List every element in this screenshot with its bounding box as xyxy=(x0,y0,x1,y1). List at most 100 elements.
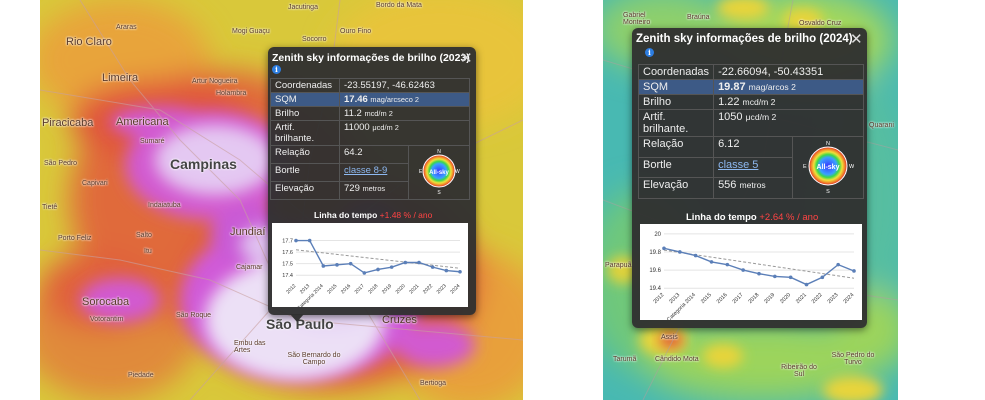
elev-label: Elevação xyxy=(637,177,715,199)
allsky-n: N xyxy=(437,149,441,155)
place-label: Quarani xyxy=(869,122,894,129)
place-label: Socorro xyxy=(302,36,327,43)
info-icon[interactable]: i xyxy=(645,48,654,57)
data-point xyxy=(403,260,408,265)
data-point xyxy=(389,265,394,269)
popup-title: Zenith sky informações de brilho (2023) xyxy=(272,52,470,64)
relacao-label: Relação xyxy=(270,145,340,164)
place-label: Ouro Fino xyxy=(340,28,372,35)
place-label: Mogi Guaçu xyxy=(232,28,270,35)
place-label: Cândido Mota xyxy=(655,356,699,363)
place-label: Porto Feliz xyxy=(58,235,92,242)
series-line xyxy=(663,247,855,286)
place-label: São Paulo xyxy=(266,316,334,332)
timeline-chart: 17.4 17.5 17.6 17.7 2012 2013 Categoria 2014 20… xyxy=(272,223,468,312)
sqm-value: 19.87 xyxy=(718,81,746,93)
brightness-popup-2024: Zenith sky informações de brilho (2024) … xyxy=(632,28,867,328)
data-point xyxy=(307,238,312,243)
relacao-value: 64.2 xyxy=(339,145,409,164)
close-icon[interactable]: ✕ xyxy=(460,50,473,67)
allsky-label: All-sky xyxy=(817,164,840,171)
place-label: Braúna xyxy=(687,14,710,21)
allsky-icon[interactable]: All-sky N S E W xyxy=(418,147,460,196)
place-label: Parapuã xyxy=(605,262,632,269)
place-label: Embu das Artes xyxy=(234,340,266,354)
place-label: Tietê xyxy=(42,204,58,211)
allsky-s: S xyxy=(826,189,830,194)
timeline-title-text: Linha do tempo xyxy=(686,212,757,223)
data-point xyxy=(852,269,856,273)
brightness-popup-2023: Zenith sky informações de brilho (2023) … xyxy=(268,47,476,315)
y-tick-label: 19.8 xyxy=(649,250,661,256)
allsky-e: E xyxy=(419,169,423,175)
y-tick-label: 20 xyxy=(654,232,661,238)
x-tick-label: 2016 xyxy=(340,283,352,295)
coords-label: Coordenadas xyxy=(637,64,715,80)
data-point xyxy=(741,268,745,272)
x-tick-label: 2020 xyxy=(395,283,407,295)
elev-value: 556 xyxy=(718,179,737,192)
data-point xyxy=(430,265,435,269)
allsky-icon[interactable]: All-sky N S E W xyxy=(802,138,855,195)
relacao-value: 6.12 xyxy=(713,136,793,158)
place-label: Votorantim xyxy=(90,316,124,323)
place-label: Holambra xyxy=(216,90,247,97)
sqm-label: SQM xyxy=(637,79,715,95)
place-label: Jacutinga xyxy=(288,4,318,11)
brilho-value: 11.2 xyxy=(344,108,362,119)
timeline-chart: 19.4 19.6 19.8 20 2012 2013 Categoria 2014 2015… xyxy=(640,224,862,323)
allsky-cell[interactable]: All-sky N S E W xyxy=(792,136,864,199)
artif-unit: μcd/m 2 xyxy=(745,112,777,122)
bortle-link[interactable]: classe 8-9 xyxy=(344,165,388,176)
x-tick-label: 2015 xyxy=(326,283,338,295)
x-tick-label: Categoria 2014 xyxy=(296,283,325,307)
sqm-unit: mag/arcseco 2 xyxy=(370,95,419,104)
x-tick-label: 2022 xyxy=(422,283,434,295)
data-point xyxy=(678,250,682,254)
place-label: Cruzes xyxy=(382,314,417,326)
x-tick-label: 2018 xyxy=(367,283,379,295)
place-label: Sorocaba xyxy=(82,296,130,308)
place-label: São Pedro xyxy=(44,160,78,167)
x-tick-label: 2020 xyxy=(779,292,792,305)
place-label: Ribeirão do Sul xyxy=(781,364,817,378)
place-label: Capivari xyxy=(82,180,108,187)
x-tick-label: 2015 xyxy=(700,292,713,305)
coords-value: -22.66094, -50.43351 xyxy=(713,64,864,80)
place-label: Rio Claro xyxy=(66,36,112,48)
timeline-title: Linha do tempo +1.48 % / ano xyxy=(314,210,432,220)
x-tick-label: 2021 xyxy=(408,283,420,295)
popup-pointer xyxy=(290,314,304,322)
brilho-unit: mcd/m 2 xyxy=(742,97,776,107)
popup-title: Zenith sky informações de brilho (2024) xyxy=(636,33,853,45)
x-tick-label: 2024 xyxy=(449,283,461,295)
bortle-label: Bortle xyxy=(637,156,715,179)
place-label: Sumaré xyxy=(140,138,165,145)
bortle-link[interactable]: classe 5 xyxy=(718,158,759,171)
place-label: Tarumã xyxy=(613,356,637,363)
sqm-unit: mag/arcos 2 xyxy=(748,82,796,92)
place-label: Campinas xyxy=(170,156,237,172)
info-icon[interactable]: i xyxy=(272,65,281,74)
allsky-w: W xyxy=(849,164,854,170)
x-tick-label: 2021 xyxy=(795,292,808,305)
data-point xyxy=(321,264,326,268)
brightness-table: Coordenadas -22.66094, -50.43351 SQM 19.… xyxy=(637,64,864,199)
allsky-s: S xyxy=(437,190,441,195)
brilho-unit: mcd/m 2 xyxy=(364,109,393,118)
close-icon[interactable]: ✕ xyxy=(850,31,863,48)
y-tick-label: 17.5 xyxy=(282,262,293,268)
allsky-e: E xyxy=(803,164,807,170)
x-tick-label: 2016 xyxy=(716,292,729,305)
x-tick-label: 2022 xyxy=(811,292,824,305)
elev-unit: metros xyxy=(739,180,766,191)
data-point xyxy=(804,282,809,287)
place-label: Bordo da Mata xyxy=(376,2,422,9)
place-label: São Bernardo do Campo xyxy=(287,352,341,366)
brilho-label: Brilho xyxy=(637,94,715,110)
place-label: São Pedro do Turvo xyxy=(831,352,875,366)
data-point xyxy=(709,260,714,264)
data-point xyxy=(335,263,339,267)
allsky-cell[interactable]: All-sky N S E W xyxy=(408,145,470,200)
